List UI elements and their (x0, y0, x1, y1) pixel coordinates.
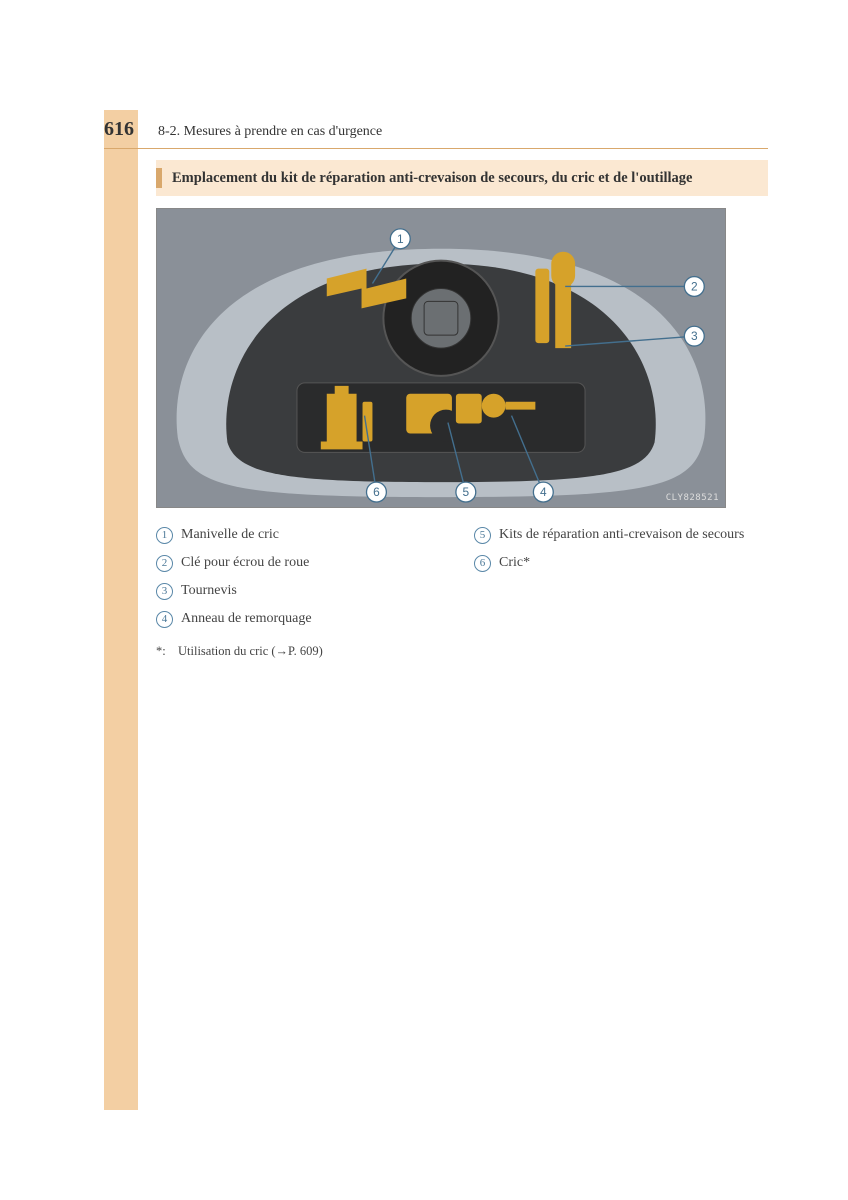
section-title: 8-2. Mesures à prendre en cas d'urgence (158, 124, 382, 140)
callout-text: Anneau de remorquage (181, 610, 312, 629)
diagram-code: CLY828521 (666, 493, 719, 503)
callout-list: 1 Manivelle de cric 2 Clé pour écrou de rou… (156, 526, 768, 638)
svg-text:4: 4 (540, 485, 547, 499)
footnote: *: Utilisation du cric (→P. 609) (156, 644, 768, 659)
page-number: 616 (104, 118, 134, 141)
callout-number-icon: 4 (156, 611, 173, 628)
callout-text: Kits de réparation anti-crevaison de sec… (499, 526, 744, 545)
callout-number-icon: 3 (156, 583, 173, 600)
callout-item: 4 Anneau de remorquage (156, 610, 450, 629)
callout-number-icon: 6 (474, 555, 491, 572)
diagram-svg: 1 2 3 4 5 6 (157, 209, 725, 507)
callout-item: 3 Tournevis (156, 582, 450, 601)
header-rule (104, 148, 768, 149)
callout-item: 6 Cric* (474, 554, 768, 573)
callout-number-icon: 1 (156, 527, 173, 544)
callout-number-icon: 2 (156, 555, 173, 572)
side-tab (104, 110, 138, 1110)
callout-number-icon: 5 (474, 527, 491, 544)
content-area: Emplacement du kit de réparation anti-cr… (156, 160, 768, 659)
footnote-marker: *: (156, 644, 178, 659)
svg-text:3: 3 (691, 329, 698, 343)
svg-text:1: 1 (397, 232, 404, 246)
heading-text: Emplacement du kit de réparation anti-cr… (172, 168, 692, 188)
callout-item: 1 Manivelle de cric (156, 526, 450, 545)
svg-text:5: 5 (463, 485, 470, 499)
svg-text:2: 2 (691, 280, 698, 294)
callout-col-left: 1 Manivelle de cric 2 Clé pour écrou de rou… (156, 526, 450, 638)
section-heading: Emplacement du kit de réparation anti-cr… (156, 160, 768, 196)
callout-item: 2 Clé pour écrou de roue (156, 554, 450, 573)
callout-text: Manivelle de cric (181, 526, 279, 545)
svg-text:6: 6 (373, 485, 380, 499)
callout-text: Cric* (499, 554, 530, 573)
callout-item: 5 Kits de réparation anti-crevaison de se… (474, 526, 768, 545)
page-header: 616 8-2. Mesures à prendre en cas d'urge… (104, 118, 768, 148)
footnote-text: Utilisation du cric (→P. 609) (178, 644, 323, 659)
trunk-diagram: 1 2 3 4 5 6 CLY828521 (156, 208, 726, 508)
callout-text: Tournevis (181, 582, 237, 601)
callout-col-right: 5 Kits de réparation anti-crevaison de se… (474, 526, 768, 638)
callout-text: Clé pour écrou de roue (181, 554, 309, 573)
